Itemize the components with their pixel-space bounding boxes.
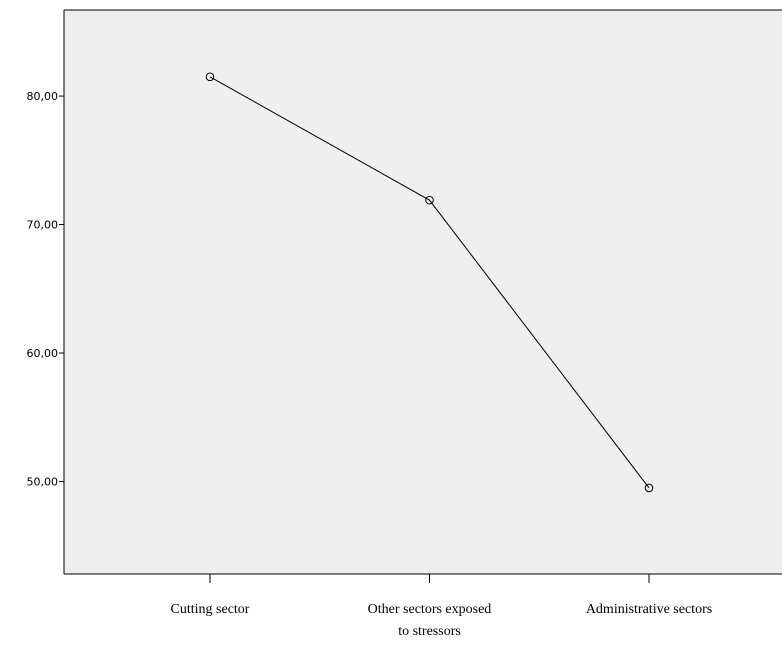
- y-tick-label: 50,00: [27, 475, 59, 488]
- y-tick-label: 70,00: [27, 219, 59, 232]
- data-points: [205, 72, 654, 493]
- y-tick-label: 80,00: [27, 90, 59, 103]
- x-axis: Cutting sector Other sectors exposed to st…: [171, 574, 712, 639]
- x-tick-label: Administrative sectors: [586, 602, 712, 617]
- x-tick-label: Other sectors exposed: [368, 602, 492, 617]
- y-tick-label: 60,00: [27, 347, 59, 360]
- x-tick-label: Cutting sector: [171, 602, 250, 617]
- x-tick-label: to stressors: [398, 624, 461, 639]
- data-point: [205, 72, 215, 82]
- y-axis: 50,00 60,00 70,00 80,00: [27, 90, 64, 488]
- series-line: [209, 76, 650, 489]
- data-point: [425, 195, 434, 205]
- plot-area: [64, 10, 782, 574]
- data-point: [644, 483, 654, 493]
